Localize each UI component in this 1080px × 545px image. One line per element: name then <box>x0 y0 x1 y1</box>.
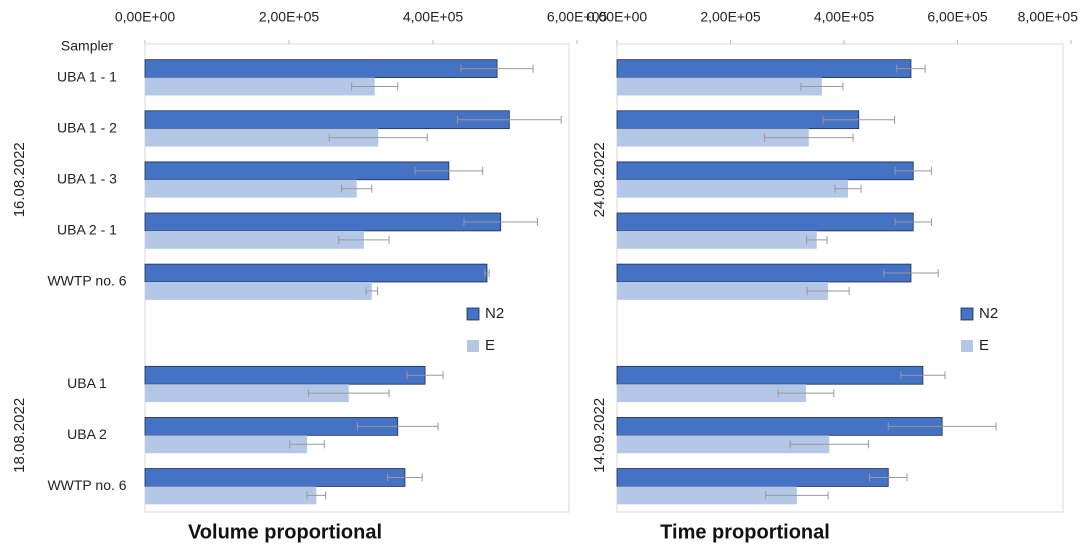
group-label: 18.08.2022 <box>11 398 28 473</box>
bar <box>616 110 860 130</box>
bar <box>144 468 406 487</box>
bar <box>144 212 502 232</box>
group-label: 16.08.2022 <box>11 142 28 217</box>
legend-label: E <box>485 337 495 354</box>
legend-swatch <box>467 340 479 352</box>
chart-title: Time proportional <box>660 521 830 543</box>
x-tick-label: 4,00E+05 <box>814 9 875 25</box>
bar <box>617 384 806 403</box>
bar <box>145 486 317 505</box>
y-tick-label: WWTP no. 6 <box>47 477 126 493</box>
legend-label: N2 <box>485 305 504 322</box>
y-tick-label: UBA 1 - 1 <box>57 68 117 84</box>
bar <box>617 230 817 249</box>
bar <box>616 59 912 78</box>
chart-title: Volume proportional <box>188 521 382 543</box>
bar <box>616 161 914 181</box>
y-tick-label: UBA 1 - 2 <box>57 119 117 135</box>
legend-swatch <box>961 340 973 352</box>
bar <box>617 77 822 96</box>
bar <box>616 212 914 232</box>
x-tick-label: 8,00E+05 <box>1018 9 1079 25</box>
group-label: 14.09.2022 <box>591 398 608 473</box>
bar <box>616 365 924 385</box>
legend-swatch <box>960 307 974 321</box>
legend-label: E <box>979 337 989 354</box>
y-tick-label: UBA 2 - 1 <box>57 222 117 238</box>
bar <box>144 110 510 130</box>
bar <box>617 282 829 300</box>
group-label: 24.08.2022 <box>591 142 608 217</box>
y-tick-label: WWTP no. 6 <box>47 273 126 289</box>
legend-swatch <box>466 307 480 321</box>
bar <box>144 365 426 385</box>
bar <box>145 435 307 454</box>
y-axis-title: Sampler <box>61 38 113 54</box>
bar <box>144 59 498 78</box>
bar <box>617 179 848 198</box>
bar <box>145 384 349 403</box>
y-tick-label: UBA 1 - 3 <box>57 170 117 186</box>
bar <box>144 161 450 181</box>
bar <box>145 230 364 249</box>
bar <box>145 282 372 300</box>
bar <box>145 179 357 198</box>
bar <box>616 468 889 487</box>
x-tick-label: 2,00E+05 <box>259 9 320 25</box>
x-tick-label: 4,00E+05 <box>403 9 464 25</box>
bar <box>144 263 488 283</box>
x-tick-label: 6,00E+05 <box>547 9 608 25</box>
y-tick-label: UBA 2 <box>67 426 107 442</box>
bar <box>617 435 830 454</box>
bar <box>616 263 912 283</box>
bar <box>617 128 809 147</box>
x-tick-label: 0,00E+00 <box>587 9 648 25</box>
legend-label: N2 <box>979 305 998 322</box>
x-tick-label: 2,00E+05 <box>700 9 761 25</box>
bar <box>145 128 379 147</box>
bar <box>617 486 797 505</box>
y-tick-label: UBA 1 <box>67 375 107 391</box>
bar <box>145 77 375 96</box>
x-tick-label: 0,00E+00 <box>115 9 176 25</box>
x-tick-label: 6,00E+05 <box>927 9 988 25</box>
